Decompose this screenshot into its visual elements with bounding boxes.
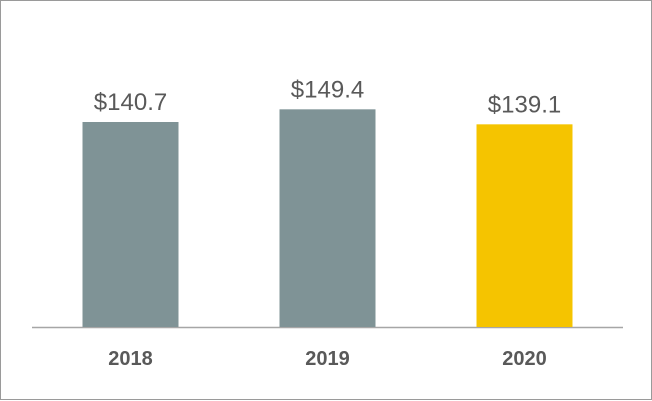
value-label-2019: $149.4 bbox=[291, 76, 364, 103]
bar-2019 bbox=[279, 109, 376, 327]
value-label-2018: $140.7 bbox=[94, 89, 167, 116]
bar-2020 bbox=[476, 124, 573, 327]
x-tick-label-2019: 2019 bbox=[305, 348, 350, 370]
bar-2018 bbox=[82, 122, 179, 327]
x-tick-label-2018: 2018 bbox=[108, 348, 153, 370]
value-label-2020: $139.1 bbox=[488, 91, 561, 118]
x-tick-label-2020: 2020 bbox=[502, 348, 547, 370]
